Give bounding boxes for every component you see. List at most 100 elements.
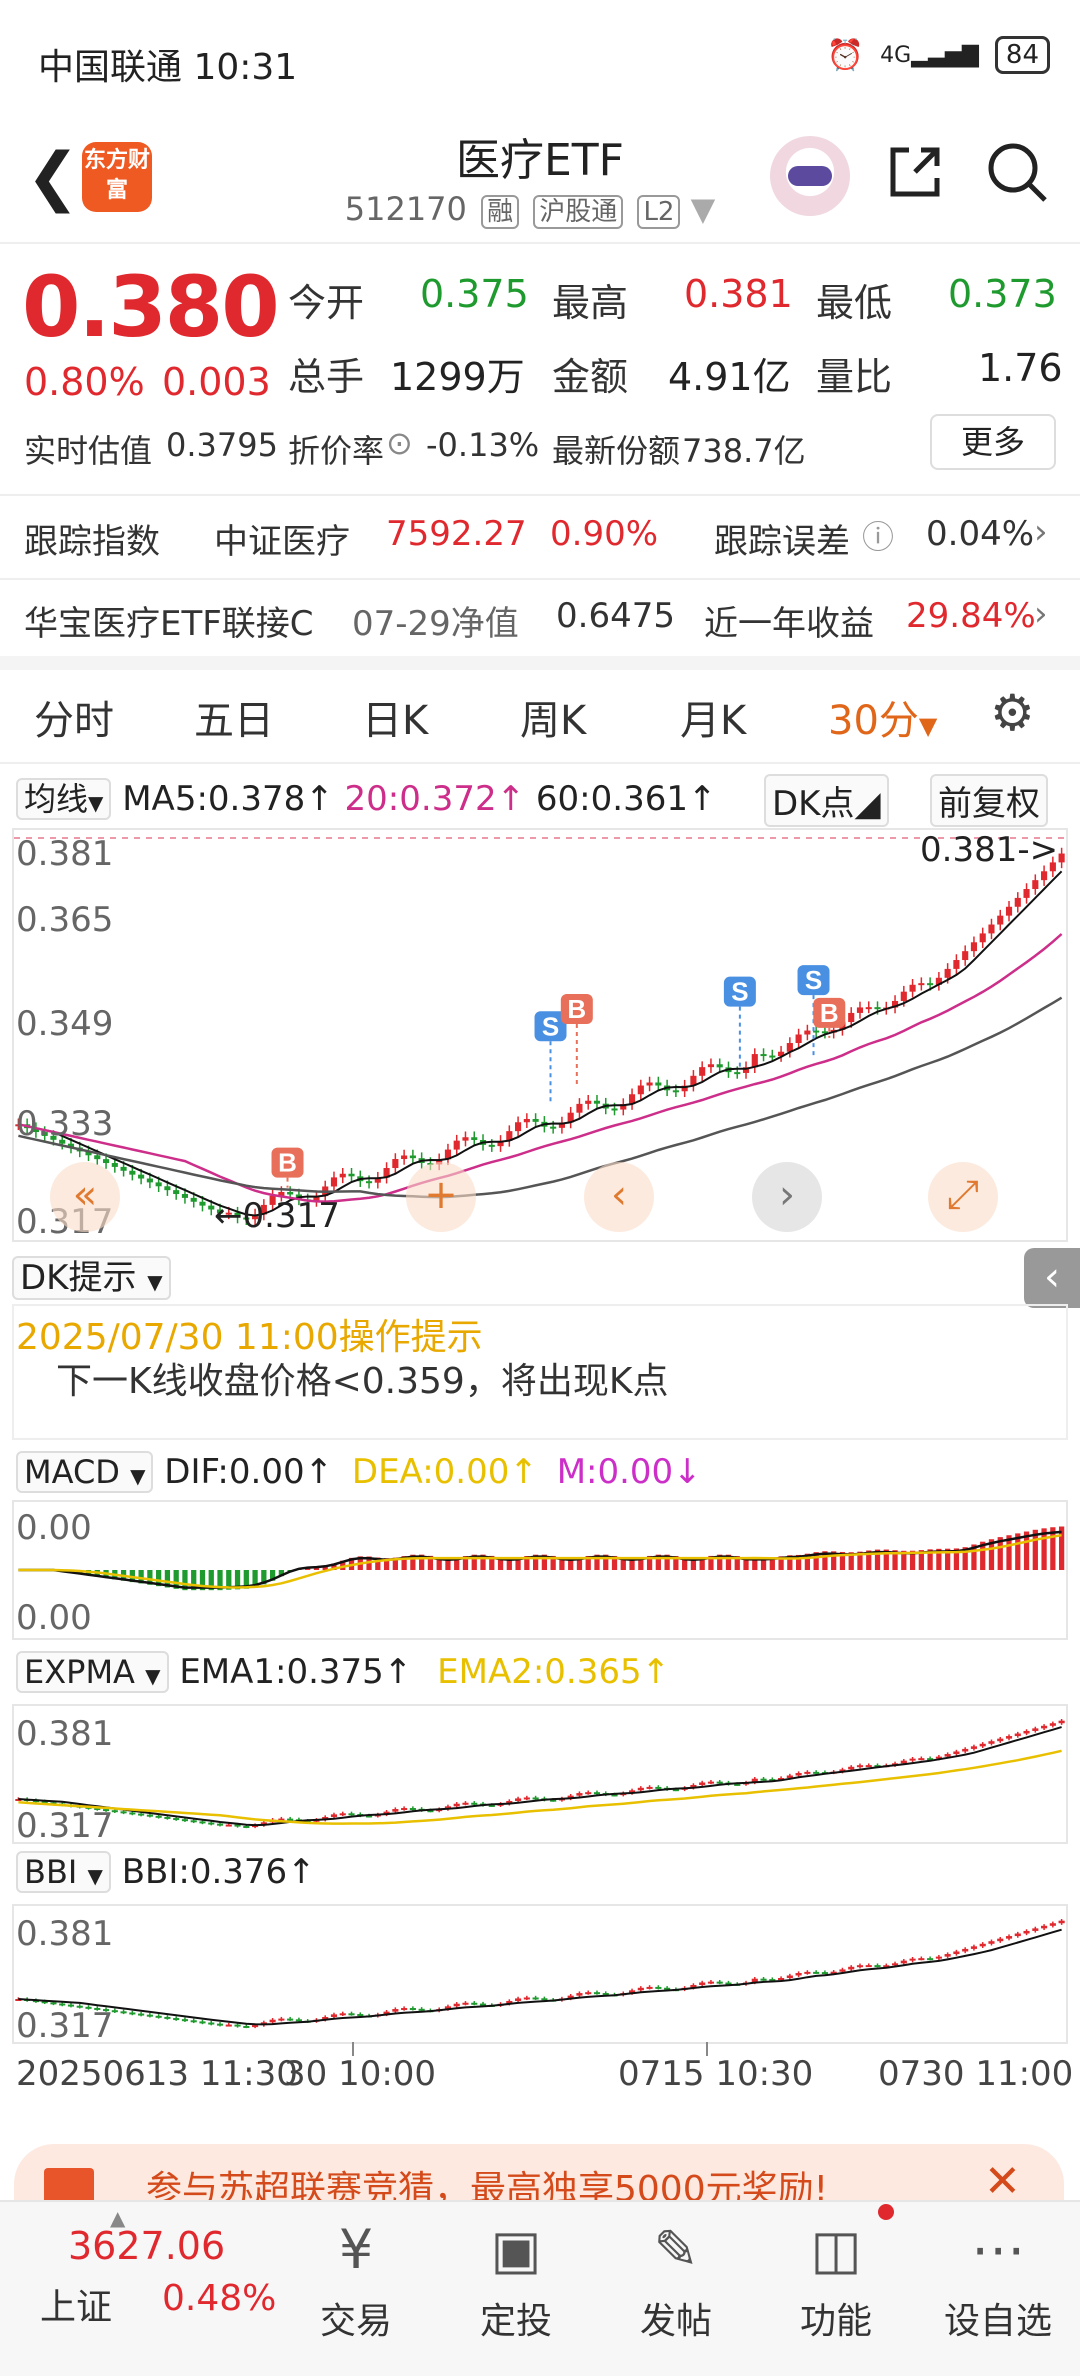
search-icon[interactable] xyxy=(985,140,1049,218)
status-icons: ⏰ 4G▂▃▅▇ 84 xyxy=(827,36,1050,74)
tracking-error-label: 跟踪误差 xyxy=(714,522,850,562)
section-divider xyxy=(0,656,1080,670)
kline-candle xyxy=(550,1126,557,1129)
expma-kline-candle xyxy=(287,1818,294,1821)
dif-value: DIF:0.00↑ xyxy=(164,1452,334,1492)
bbi-kline-candle xyxy=(655,1986,662,1989)
bbi-kline-candle xyxy=(173,2018,180,2021)
expma-kline-candle xyxy=(786,1775,793,1779)
macd-selector[interactable]: MACD ▼ xyxy=(16,1451,154,1493)
expma-kline-candle xyxy=(734,1783,741,1786)
macd-chart[interactable]: 0.00 0.00 xyxy=(12,1500,1068,1640)
ma60-line xyxy=(18,996,1063,1199)
kline-candle xyxy=(102,1159,110,1164)
expma-kline-candle xyxy=(585,1792,592,1795)
bbi-kline-candle xyxy=(453,2003,460,2007)
collapse-panel-button[interactable]: ‹ xyxy=(1024,1248,1080,1308)
expma-kline-candle xyxy=(462,1802,469,1805)
share-icon[interactable] xyxy=(885,142,945,216)
kline-candle xyxy=(146,1178,153,1183)
kline-candle xyxy=(506,1131,513,1141)
expma-kline-candle xyxy=(190,1820,197,1823)
more-button[interactable]: 更多 xyxy=(930,414,1056,470)
tab-five-day[interactable]: 五日 xyxy=(194,698,274,744)
nav-trade[interactable]: ¥ 交易 xyxy=(286,2208,426,2344)
nav-add-watchlist[interactable]: ⋯ 设自选 xyxy=(928,2208,1068,2344)
margin-tag: 融 xyxy=(481,195,520,229)
bbi-kline-candle xyxy=(935,1956,942,1959)
close-icon[interactable]: ✕ xyxy=(984,2156,1021,2207)
bbi-selector[interactable]: BBI ▼ xyxy=(16,1851,111,1893)
dk-hint-title: 2025/07/30 11:00操作提示 xyxy=(16,1317,483,1358)
market-index-value[interactable]: 3627.06 xyxy=(68,2224,226,2268)
bbi-kline-candle xyxy=(988,1941,995,1944)
tab-intraday[interactable]: 分时 xyxy=(34,698,114,744)
back-button[interactable]: ❮ xyxy=(26,140,80,214)
tab-30min[interactable]: 30分▼ xyxy=(828,688,937,746)
expma-chart[interactable]: 0.381 0.317 xyxy=(12,1704,1068,1846)
bbi-kline-candle xyxy=(409,2008,416,2011)
info-dots-icon[interactable]: ⊙ xyxy=(386,424,413,462)
kline-candle xyxy=(1049,862,1056,872)
nav-invest[interactable]: ▣ 定投 xyxy=(446,2208,586,2344)
expma-kline-candle xyxy=(401,1808,408,1811)
expma-selector[interactable]: EXPMA ▼ xyxy=(16,1651,169,1693)
dk-point-selector[interactable]: DK点◢ xyxy=(764,774,889,827)
assistant-avatar-icon[interactable] xyxy=(770,136,850,216)
kline-candle xyxy=(1014,897,1021,907)
market-index-pct[interactable]: 0.48% xyxy=(162,2278,277,2319)
adjust-selector[interactable]: 前复权 xyxy=(930,774,1048,827)
chevron-down-icon[interactable]: ▼ xyxy=(690,190,716,228)
chevron-right-icon[interactable]: › xyxy=(1034,512,1048,552)
scroll-left-button[interactable]: ‹ xyxy=(584,1162,654,1232)
zoom-in-button[interactable]: + xyxy=(406,1162,476,1232)
nav-functions[interactable]: ◫ 功能 xyxy=(766,2208,906,2344)
expma-kline-candle xyxy=(1023,1730,1030,1734)
expma-kline-candle xyxy=(199,1821,206,1824)
y-axis-label: 0.349 xyxy=(16,1004,114,1044)
m-value: M:0.00↓ xyxy=(556,1452,702,1492)
kline-candle xyxy=(672,1090,679,1093)
expand-icon[interactable]: ⤢ xyxy=(928,1162,998,1232)
status-bar: 中国联通 10:31 ⏰ 4G▂▃▅▇ 84 xyxy=(0,0,1080,110)
help-icon[interactable]: ⓘ xyxy=(862,518,895,556)
ma-selector[interactable]: 均线▼ xyxy=(16,778,112,820)
expma-kline-candle xyxy=(164,1816,171,1819)
bbi-kline-candle xyxy=(41,2001,48,2004)
dk-hint-selector[interactable]: DK提示 ▼ xyxy=(12,1250,171,1300)
gear-icon[interactable]: ⚙ xyxy=(990,684,1035,742)
market-index-name[interactable]: 上证 xyxy=(40,2287,113,2328)
stock-code: 512170 xyxy=(344,190,467,228)
kline-candle xyxy=(786,1043,793,1052)
divider xyxy=(0,578,1080,580)
bbi-kline-candle xyxy=(839,1969,846,1972)
bbi-kline-candle xyxy=(471,2002,478,2005)
expma-kline-candle xyxy=(637,1787,644,1791)
nav-functions-label: 功能 xyxy=(799,2301,872,2342)
nav-post[interactable]: ✎ 发帖 xyxy=(606,2208,746,2344)
kline-candle xyxy=(1041,871,1048,881)
linked-fund-nav: 0.6475 xyxy=(556,596,675,636)
bbi-chart[interactable]: 0.381 0.317 xyxy=(12,1904,1068,2046)
ma-selector-label: 均线 xyxy=(24,780,89,818)
tracking-index-name[interactable]: 中证医疗 xyxy=(214,522,350,562)
kline-candle xyxy=(874,1007,881,1010)
expma-kline-candle xyxy=(848,1766,855,1770)
caret-down-icon: ▼ xyxy=(918,712,938,740)
tab-daily-k[interactable]: 日K xyxy=(362,698,429,744)
tab-monthly-k[interactable]: 月K xyxy=(680,698,747,744)
chevron-right-icon[interactable]: › xyxy=(1034,594,1048,634)
scroll-left-fast-button[interactable]: « xyxy=(50,1162,120,1232)
scroll-right-button[interactable]: › xyxy=(752,1162,822,1232)
linked-fund-name[interactable]: 华宝医疗ETF联接C xyxy=(24,604,314,644)
expma-kline-candle xyxy=(699,1782,706,1785)
expma-kline-candle xyxy=(813,1771,820,1774)
expma-kline-candle xyxy=(444,1806,452,1810)
tab-weekly-k[interactable]: 周K xyxy=(520,698,587,744)
kline-candle xyxy=(190,1197,197,1202)
kline-candle xyxy=(260,1204,267,1215)
ema1-line xyxy=(18,1726,1062,1827)
min-price-marker: ←0.317 xyxy=(214,1196,340,1236)
kline-candle xyxy=(1032,880,1039,890)
